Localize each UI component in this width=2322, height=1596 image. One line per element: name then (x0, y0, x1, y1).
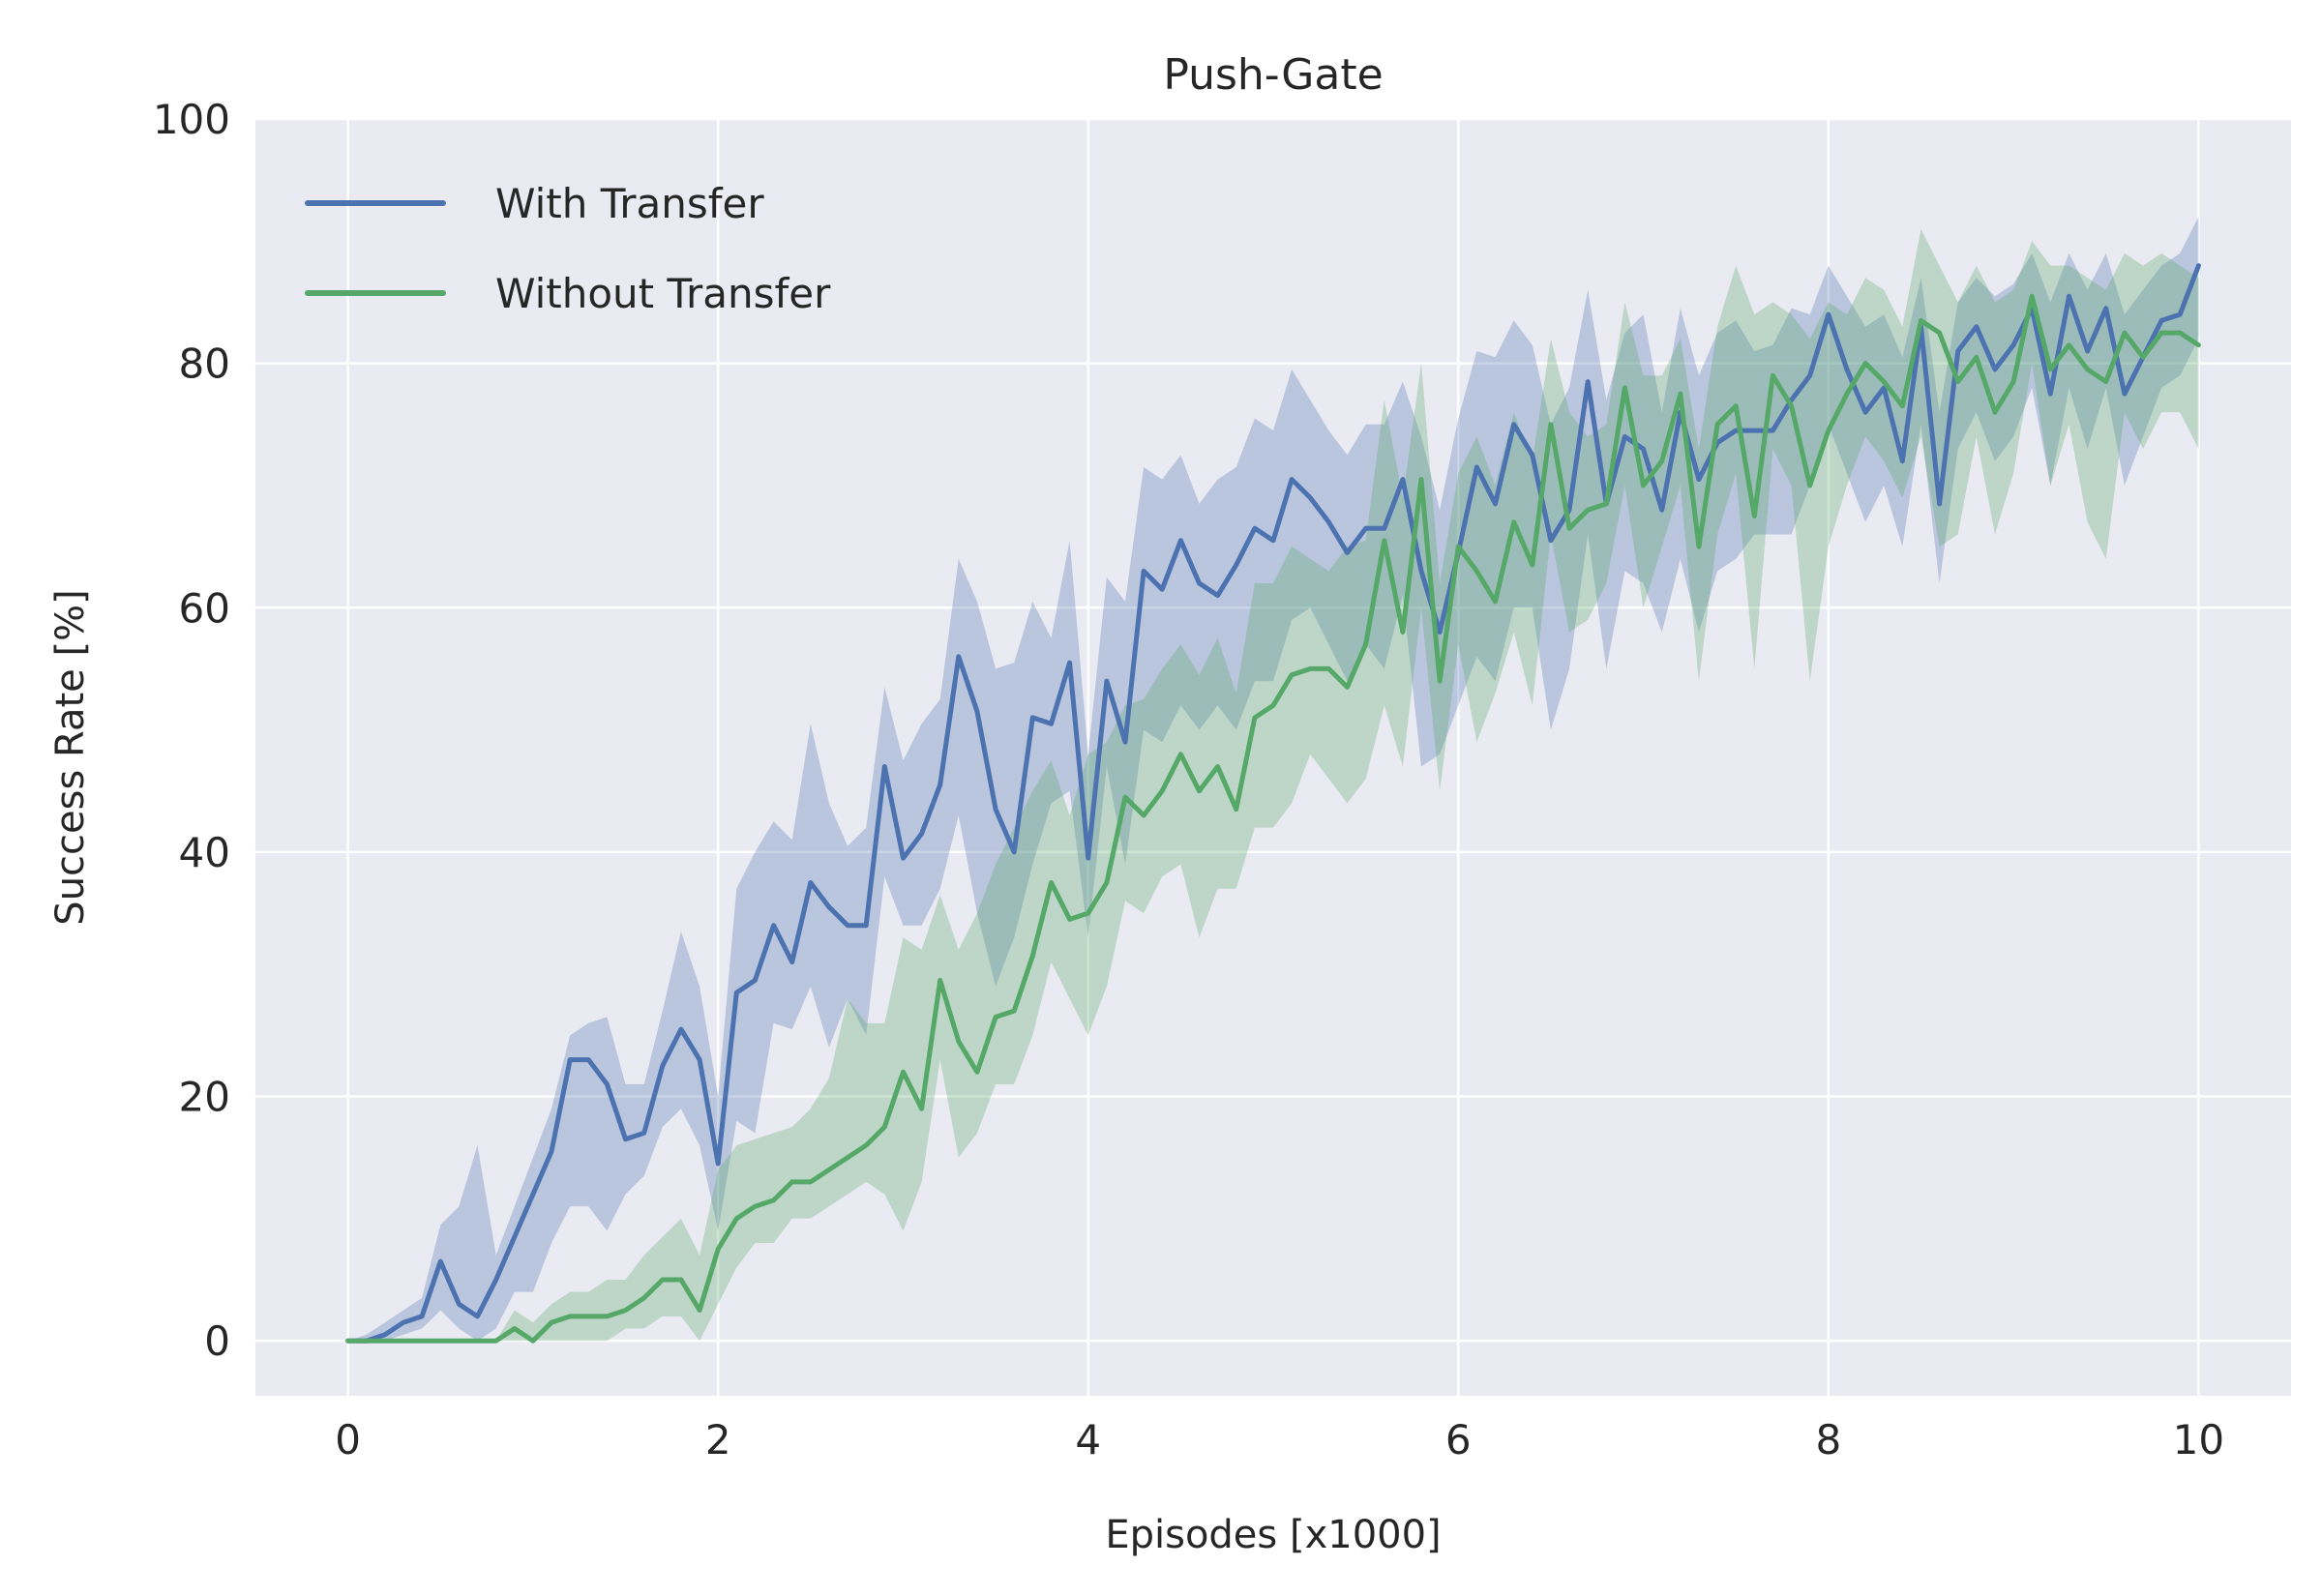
legend: With Transfer Without Transfer (305, 180, 831, 317)
y-tick-label: 80 (179, 340, 230, 388)
plot-background (255, 119, 2291, 1396)
x-tick-label: 0 (335, 1416, 361, 1463)
legend-label-without-transfer: Without Transfer (495, 270, 831, 317)
y-tick-label: 0 (204, 1317, 230, 1365)
x-tick-label: 10 (2173, 1416, 2224, 1463)
y-tick-label: 100 (153, 96, 230, 143)
band-with-transfer (347, 217, 2199, 1342)
chart-title: Push-Gate (1163, 50, 1383, 100)
series-lines (345, 263, 2201, 1344)
band-without-transfer (347, 228, 2199, 1342)
line-without-transfer (345, 293, 2201, 1344)
x-axis-label: Episodes [x1000] (1105, 1513, 1441, 1557)
x-tick-label: 8 (1815, 1416, 1841, 1463)
y-tick-label: 20 (179, 1074, 230, 1121)
y-tick-label: 40 (179, 829, 230, 876)
x-tick-label: 4 (1075, 1416, 1101, 1463)
confidence-bands (347, 217, 2199, 1342)
x-tick-label: 6 (1445, 1416, 1472, 1463)
legend-label-with-transfer: With Transfer (495, 180, 764, 227)
y-tick-label: 60 (179, 584, 230, 632)
line-with-transfer (345, 263, 2201, 1344)
y-axis-label: Success Rate [%] (48, 589, 93, 925)
x-tick-label: 2 (705, 1416, 731, 1463)
